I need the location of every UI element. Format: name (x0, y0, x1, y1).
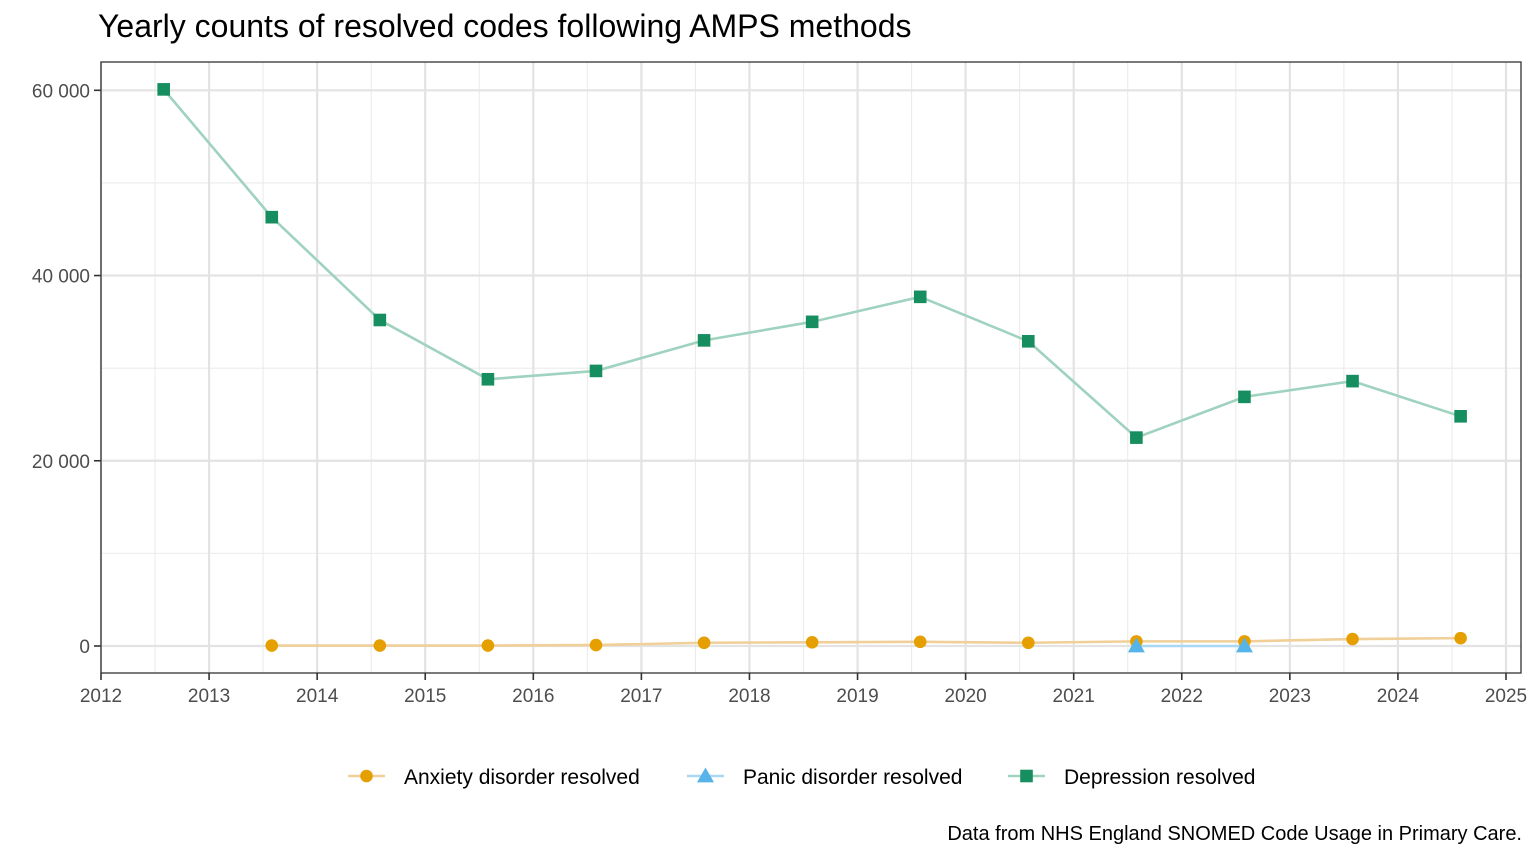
data-point-depression-resolved (805, 315, 819, 329)
series-markers (157, 83, 1467, 653)
x-tick-label: 2019 (836, 686, 878, 707)
y-axis: 0 20 000 40 000 60 000 (32, 81, 101, 658)
chart-title: Yearly counts of resolved codes followin… (98, 8, 912, 44)
data-point-depression-resolved (373, 313, 387, 327)
legend: Anxiety disorder resolved Panic disorder … (348, 766, 1255, 789)
x-tick-label: 2024 (1377, 686, 1420, 707)
data-point-anxiety-disorder-resolved (481, 639, 495, 652)
chart-caption: Data from NHS England SNOMED Code Usage … (947, 823, 1522, 845)
y-tick-label: 0 (79, 637, 90, 658)
data-point-depression-resolved (265, 210, 279, 224)
legend-item-anxiety-disorder-resolved: Anxiety disorder resolved (348, 766, 640, 789)
data-point-anxiety-disorder-resolved (373, 639, 387, 652)
legend-item-panic-disorder-resolved: Panic disorder resolved (687, 766, 962, 789)
data-point-depression-resolved (157, 83, 170, 96)
data-point-anxiety-disorder-resolved (913, 635, 927, 649)
x-tick-label: 2020 (944, 686, 986, 707)
x-axis: 2012 2013 2014 2015 2016 2017 2018 2019 2020 2021… (80, 673, 1527, 707)
series-line-depression-resolved (162, 88, 1462, 440)
data-point-panic-disorder-resolved (1127, 637, 1145, 653)
data-point-anxiety-disorder-resolved (265, 639, 279, 652)
legend-label: Anxiety disorder resolved (404, 766, 640, 789)
data-point-depression-resolved (1238, 390, 1251, 404)
x-tick-label: 2023 (1269, 686, 1311, 707)
data-point-anxiety-disorder-resolved (697, 636, 711, 650)
legend-key-triangle-icon (697, 767, 714, 783)
x-tick-label: 2021 (1053, 686, 1095, 707)
x-tick-label: 2014 (296, 686, 339, 707)
x-tick-label: 2013 (188, 686, 230, 707)
grid-minor (101, 62, 1521, 673)
x-tick-label: 2016 (512, 686, 554, 707)
data-point-depression-resolved (913, 290, 927, 304)
series-line-anxiety-disorder-resolved (271, 636, 1461, 647)
legend-key-square-icon (1020, 769, 1033, 783)
grid-major (99, 62, 1521, 673)
data-point-depression-resolved (481, 372, 495, 386)
data-point-anxiety-disorder-resolved (1454, 631, 1467, 645)
x-tick-label: 2018 (728, 686, 770, 707)
y-tick-label: 60 000 (32, 81, 90, 102)
data-point-depression-resolved (589, 364, 603, 378)
data-point-anxiety-disorder-resolved (1022, 636, 1035, 650)
data-point-depression-resolved (1346, 374, 1359, 388)
data-point-panic-disorder-resolved (1235, 637, 1253, 653)
data-point-anxiety-disorder-resolved (1346, 632, 1359, 646)
data-point-depression-resolved (697, 334, 711, 347)
data-point-depression-resolved (1022, 334, 1035, 348)
legend-label: Depression resolved (1064, 766, 1255, 789)
x-tick-label: 2012 (80, 686, 122, 707)
y-tick-label: 40 000 (32, 267, 90, 288)
data-point-anxiety-disorder-resolved (589, 638, 603, 652)
x-tick-label: 2025 (1485, 686, 1527, 707)
panel-border (100, 61, 1522, 674)
x-tick-label: 2022 (1161, 686, 1203, 707)
data-point-depression-resolved (1454, 410, 1467, 423)
y-tick-label: 20 000 (32, 452, 90, 473)
x-tick-label: 2017 (620, 686, 662, 707)
x-tick-label: 2015 (404, 686, 446, 707)
legend-key-circle-icon (360, 769, 373, 783)
legend-item-depression-resolved: Depression resolved (1008, 766, 1255, 789)
legend-label: Panic disorder resolved (743, 766, 962, 789)
data-point-anxiety-disorder-resolved (805, 635, 819, 649)
data-point-depression-resolved (1130, 431, 1143, 444)
